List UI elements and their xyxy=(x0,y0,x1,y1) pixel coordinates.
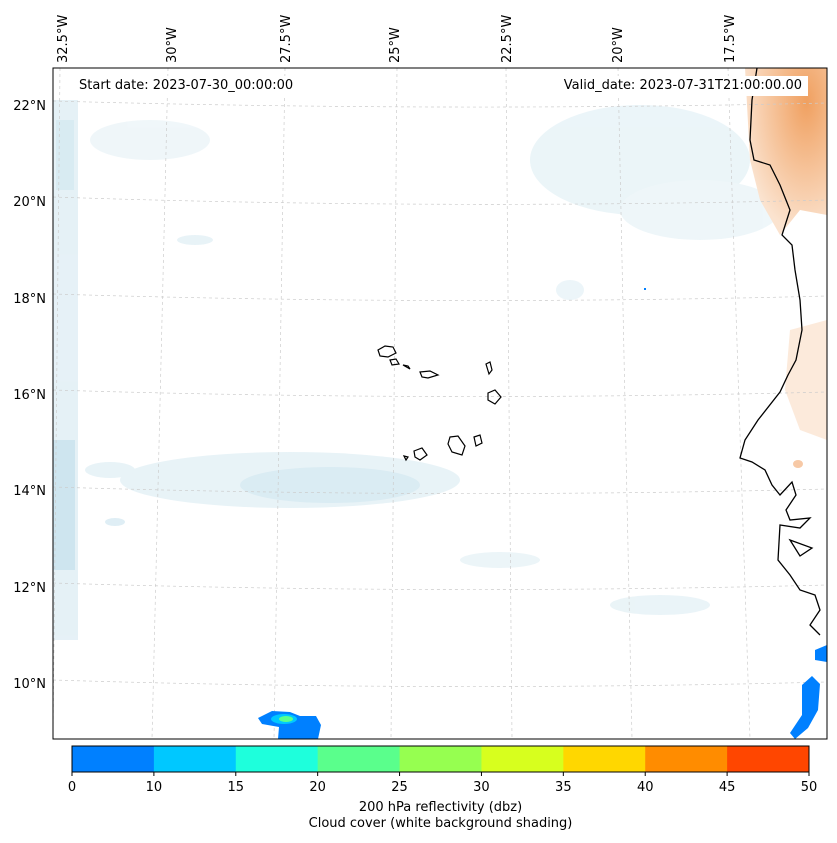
lat-label: 18°N xyxy=(13,292,46,307)
lon-label: 20°W xyxy=(611,27,626,63)
valid-date-label: Valid_date: 2023-07-31T21:00:00.00 xyxy=(557,76,808,96)
colorbar-segment xyxy=(317,746,401,772)
coastline xyxy=(739,68,821,636)
colorbar-segment xyxy=(399,746,482,772)
colorbar-tick-label: 15 xyxy=(228,780,245,795)
colorbar-label-line2: Cloud cover (white background shading) xyxy=(308,816,573,831)
colorbar-segment xyxy=(153,746,237,772)
lat-label: 16°N xyxy=(13,388,46,403)
lon-label: 27.5°W xyxy=(279,15,294,63)
lon-label: 22.5°W xyxy=(500,15,515,63)
lat-label: 14°N xyxy=(13,484,46,499)
colorbar-tick-label: 35 xyxy=(555,780,572,795)
lon-label: 25°W xyxy=(388,27,403,63)
dust-shading xyxy=(745,68,827,468)
lon-label: 32.5°W xyxy=(56,15,71,63)
lat-label: 12°N xyxy=(13,581,46,596)
map-frame xyxy=(52,67,828,740)
colorbar: 0 10 15 20 25 30 35 40 45 50 xyxy=(68,745,818,795)
colorbar-tick-label: 0 xyxy=(68,780,76,795)
colorbar-tick-label: 25 xyxy=(391,780,408,795)
start-date-label: Start date: 2023-07-30_00:00:00 xyxy=(73,76,300,96)
colorbar-tick-label: 50 xyxy=(801,780,818,795)
colorbar-tick-label: 10 xyxy=(146,780,163,795)
lat-label: 20°N xyxy=(13,195,46,210)
colorbar-segment xyxy=(563,746,646,772)
lon-label: 30°W xyxy=(165,27,180,63)
colorbar-segment xyxy=(235,746,319,772)
map-gridlines xyxy=(53,68,827,739)
reflectivity-cells xyxy=(258,288,827,739)
lat-label: 22°N xyxy=(13,99,46,114)
lon-label: 17.5°W xyxy=(723,15,738,63)
colorbar-frame xyxy=(71,745,810,773)
colorbar-segment xyxy=(481,746,564,772)
colorbar-title: 200 hPa reflectivity (dbz) Cloud cover (… xyxy=(72,800,809,832)
lat-label: 10°N xyxy=(13,677,46,692)
colorbar-tick-label: 20 xyxy=(309,780,326,795)
colorbar-segment xyxy=(645,746,728,772)
map-content xyxy=(53,68,827,739)
colorbar-tick-label: 30 xyxy=(473,780,490,795)
colorbar-label-line1: 200 hPa reflectivity (dbz) xyxy=(358,800,523,815)
cloud-cover-shading xyxy=(53,100,780,640)
latitude-labels: 22°N 20°N 18°N 16°N 14°N 12°N 10°N xyxy=(13,99,46,692)
colorbar-segment xyxy=(72,746,155,772)
longitude-labels: 32.5°W 30°W 27.5°W 25°W 22.5°W 20°W 17.5… xyxy=(56,15,738,63)
cape-verde-islands xyxy=(377,345,502,462)
colorbar-tick-label: 45 xyxy=(719,780,736,795)
colorbar-tick-label: 40 xyxy=(637,780,654,795)
colorbar-segment xyxy=(727,746,810,772)
